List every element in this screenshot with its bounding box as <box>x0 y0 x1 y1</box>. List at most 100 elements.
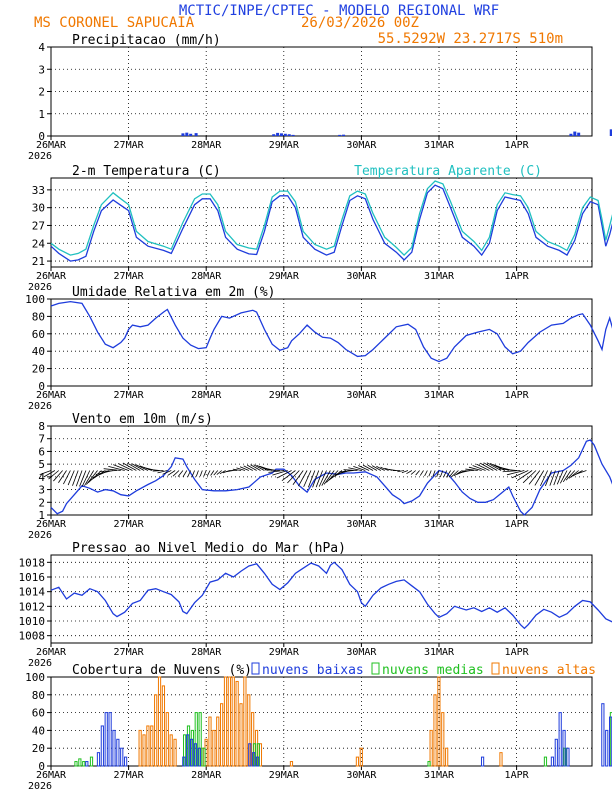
x-tick-label: 26MAR <box>36 271 67 282</box>
precip-bar <box>283 133 287 136</box>
wind-barb <box>506 470 525 476</box>
wind-barb <box>424 470 428 477</box>
wind-barb <box>81 470 91 487</box>
wind-barb <box>565 470 576 481</box>
cloud-bar-low <box>193 743 198 767</box>
x-tick-label: 27MAR <box>114 271 145 282</box>
cloud-bar-high <box>433 694 437 767</box>
x-tick-label: 29MAR <box>269 519 300 530</box>
y-tick-label: 1 <box>38 509 45 522</box>
wind-barb <box>465 468 478 471</box>
cloud-bar-mid <box>427 761 431 767</box>
wind-barb <box>131 463 145 471</box>
x-tick-label: 29MAR <box>269 647 300 658</box>
wind-barb <box>553 470 560 486</box>
y-tick-label: 100 <box>25 671 45 684</box>
y-tick-label: 20 <box>32 742 45 755</box>
cloud-bar-low <box>197 747 201 767</box>
cloud-bar-low <box>252 752 256 767</box>
x-tick-label: 27MAR <box>114 647 145 658</box>
wind-barb <box>486 462 502 471</box>
wind-barb <box>157 470 168 474</box>
cloud-bar-high <box>235 680 239 767</box>
wind-barb <box>48 470 60 480</box>
wind-barb <box>451 470 459 477</box>
wind-barb <box>483 462 498 471</box>
wind-barb <box>177 470 184 477</box>
wind-barb <box>397 470 405 473</box>
cloud-bar-high <box>359 747 363 767</box>
wind-barb <box>253 464 265 471</box>
cloud-bar-high <box>429 729 433 767</box>
wind-barb <box>195 470 199 477</box>
wind-barb <box>367 464 378 471</box>
wind-barb <box>318 470 327 487</box>
cloud-bar-high <box>220 703 224 767</box>
wind-barb <box>191 470 195 477</box>
x-tick-label: 28MAR <box>191 647 222 658</box>
header-station: MS CORONEL SAPUCAIA <box>34 15 195 31</box>
x-year-label: 2026 <box>28 530 52 541</box>
cloud-bar-high <box>355 756 360 767</box>
y-tick-label: 7 <box>38 433 45 446</box>
cloud-bar-low <box>554 738 558 767</box>
y-tick-label: 100 <box>25 293 45 306</box>
wind-barb <box>448 470 455 478</box>
wind-barb <box>312 470 320 488</box>
wind-barb <box>243 465 253 471</box>
wind-barb <box>462 470 474 472</box>
wind-barb <box>410 470 416 475</box>
header-coords: 55.5292W 23.2717S 510m <box>378 31 563 47</box>
wind-barb <box>216 470 222 475</box>
precip-bar <box>272 134 276 136</box>
wind-barb <box>376 465 385 471</box>
x-tick-label: 28MAR <box>191 770 222 781</box>
cloud-bar-mid <box>543 756 548 767</box>
cloud-bar-high <box>150 725 154 767</box>
wind-barb <box>522 470 537 484</box>
wind-barb <box>281 470 296 482</box>
cloud-bar-low <box>558 712 562 767</box>
wind-barb <box>63 470 71 485</box>
precip-bar <box>276 132 280 136</box>
precip-bar <box>189 133 193 136</box>
wind-barb <box>75 470 83 487</box>
legend-swatch <box>491 662 500 675</box>
x-tick-label: 30MAR <box>346 271 377 282</box>
plot-frame <box>50 676 593 767</box>
legend-label: nuvens baixas <box>262 663 364 678</box>
series-line <box>50 300 612 363</box>
x-year-label: 2026 <box>28 781 52 792</box>
wind-barb <box>575 470 587 475</box>
header-title: MCTIC/INPE/CPTEC - MODELO REGIONAL WRF <box>179 3 499 19</box>
cloud-bar-low <box>605 729 609 767</box>
y-tick-label: 80 <box>32 310 45 323</box>
x-tick-label: 1APR <box>505 519 530 530</box>
cloud-bar-high <box>169 734 173 767</box>
x-tick-label: 28MAR <box>191 140 222 151</box>
precip-bar <box>279 133 283 136</box>
wind-barb <box>206 470 211 477</box>
wind-barb <box>43 470 56 478</box>
wind-barb <box>210 470 215 476</box>
plot-frame <box>50 46 593 137</box>
precip-bar <box>181 133 185 136</box>
panel-clouds: 0 20 40 60 80 100 26MAR 27MAR 28MAR 29MAR 30MAR 31M… <box>25 662 612 792</box>
series-line <box>50 180 612 257</box>
wind-barb <box>86 470 98 485</box>
x-tick-label: 1APR <box>505 271 530 282</box>
panel-title: Precipitacao (mm/h) <box>72 33 221 48</box>
plot-frame <box>50 554 593 644</box>
wind-barb <box>239 466 250 471</box>
wind-barb <box>167 470 176 476</box>
cloud-bar-low <box>480 756 485 767</box>
legend-label: nuvens altas <box>502 663 596 678</box>
x-tick-label: 31MAR <box>424 519 455 530</box>
wind-barb <box>415 470 420 476</box>
cloud-bar-low <box>189 738 194 767</box>
wind-barb <box>472 465 486 471</box>
x-tick-label: 28MAR <box>191 519 222 530</box>
panel-title: Cobertura de Nuvens (%) <box>72 663 252 678</box>
